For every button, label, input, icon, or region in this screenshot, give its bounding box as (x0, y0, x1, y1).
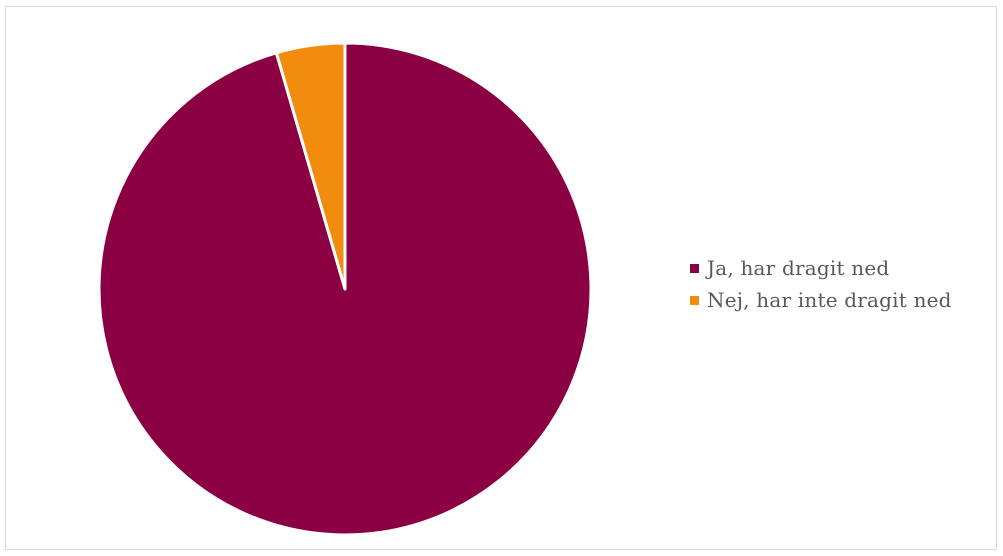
legend-item-ja: Ja, har dragit ned (690, 252, 952, 284)
legend-swatch-ja (690, 263, 699, 273)
pie-slice-nej (274, 41, 347, 291)
legend: Ja, har dragit ned Nej, har inte dragit … (690, 252, 952, 316)
legend-swatch-nej (690, 295, 699, 305)
legend-label-nej: Nej, har inte dragit ned (707, 288, 952, 312)
legend-label-ja: Ja, har dragit ned (707, 256, 890, 280)
legend-item-nej: Nej, har inte dragit ned (690, 284, 952, 316)
pie-slices (97, 41, 593, 537)
